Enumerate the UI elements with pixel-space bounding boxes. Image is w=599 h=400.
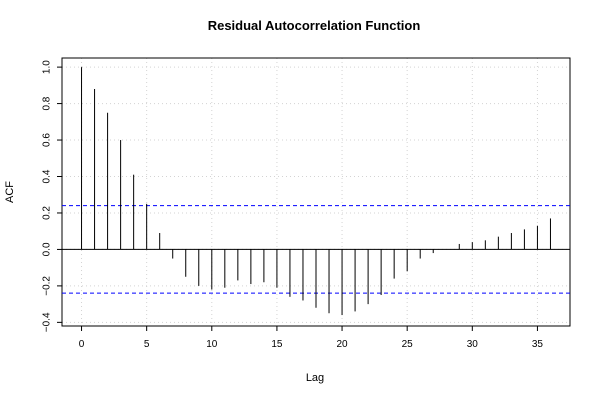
- y-tick-label: 0.0: [42, 242, 53, 256]
- y-axis-label: ACF: [4, 181, 16, 203]
- x-tick-label: 25: [402, 339, 414, 350]
- x-tick-label: 15: [271, 339, 283, 350]
- x-tick-label: 5: [144, 339, 150, 350]
- y-tick-label: 1.0: [42, 60, 53, 74]
- y-tick-label: 0.2: [42, 206, 53, 220]
- acf-spikes: [81, 67, 551, 316]
- y-tick-label: 0.4: [42, 169, 53, 183]
- y-tick-label: −0.4: [42, 312, 53, 332]
- x-tick-label: 20: [336, 339, 348, 350]
- y-tick-label: 0.8: [42, 96, 53, 110]
- chart-title: Residual Autocorrelation Function: [208, 18, 421, 33]
- y-tick-label: −0.2: [42, 276, 53, 296]
- y-axis: −0.4 −0.2 0.0 0.2 0.4 0.6 0.8 1.0: [42, 60, 62, 332]
- x-tick-label: 0: [79, 339, 85, 350]
- x-tick-label: 35: [532, 339, 544, 350]
- plot-frame: [61, 57, 571, 327]
- x-axis-label: Lag: [306, 372, 324, 384]
- x-axis: 0 5 10 15 20 25 30 35: [79, 326, 544, 350]
- y-tick-label: 0.6: [42, 133, 53, 147]
- x-tick-label: 30: [467, 339, 479, 350]
- x-tick-label: 10: [206, 339, 218, 350]
